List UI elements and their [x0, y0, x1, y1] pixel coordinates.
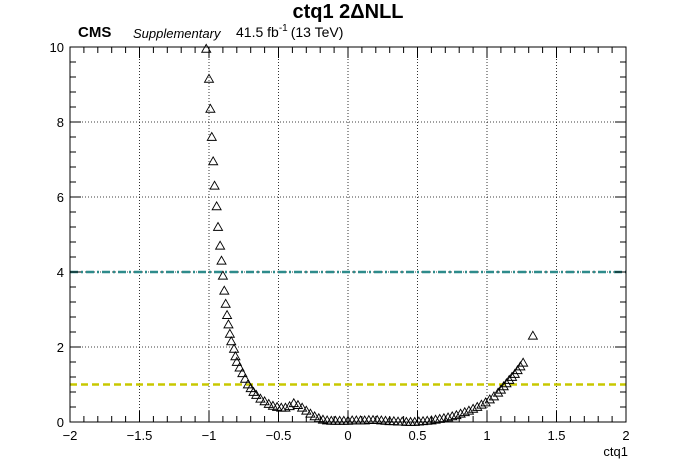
- data-point: [288, 397, 300, 408]
- data-point: [250, 389, 262, 399]
- data-point: [255, 393, 266, 403]
- data-point: [527, 330, 539, 340]
- lumi-value: 41.5 fb: [236, 24, 279, 40]
- data-point: [280, 402, 291, 412]
- data-point: [216, 255, 227, 265]
- data-point: [426, 415, 437, 425]
- lumi-exponent: -1: [279, 23, 288, 34]
- data-point: [205, 103, 216, 113]
- data-point: [228, 343, 240, 353]
- y-tick-label: 8: [57, 115, 64, 130]
- x-tick-label: 1.5: [547, 428, 565, 443]
- data-point: [231, 356, 243, 366]
- data-point: [467, 403, 479, 413]
- data-point: [267, 400, 279, 410]
- data-point: [263, 398, 275, 408]
- data-point: [259, 395, 270, 406]
- data-point: [284, 400, 295, 411]
- data-point: [209, 180, 220, 190]
- data-point: [446, 410, 458, 421]
- data-point: [506, 371, 518, 381]
- data-point: [237, 367, 248, 378]
- x-tick-label: 0: [344, 428, 351, 443]
- data-point: [217, 270, 229, 280]
- y-tick-label: 0: [57, 415, 64, 430]
- data-point: [309, 410, 320, 421]
- data-point: [442, 412, 454, 422]
- grid: [70, 47, 626, 422]
- data-point: [430, 414, 441, 424]
- data-point: [480, 397, 491, 407]
- data-point: [223, 319, 234, 329]
- data-point: [498, 380, 509, 391]
- data-point: [484, 394, 496, 404]
- data-point: [451, 409, 462, 420]
- axes: −2 −1.5 −1 −0.5 0 0.5 1 1.5 2 0 2 4 6 8 10: [50, 40, 630, 443]
- data-point: [234, 362, 245, 372]
- data-point: [463, 405, 475, 415]
- reference-lines: [70, 270, 626, 386]
- x-tick-label: −0.5: [266, 428, 292, 443]
- chart-title: ctq1 2ΔNLL: [292, 1, 403, 23]
- energy-label: (13 TeV): [291, 24, 344, 40]
- x-tick-label: −2: [63, 428, 78, 443]
- data-point: [459, 406, 471, 417]
- data-point: [517, 357, 529, 367]
- data-point: [219, 285, 230, 295]
- data-point: [200, 43, 212, 53]
- x-tick-label: 2: [622, 428, 629, 443]
- data-point: [206, 131, 218, 141]
- lumi-label: 41.5 fb-1 (13 TeV): [236, 23, 343, 40]
- data-point: [224, 328, 236, 338]
- x-tick-label: 1: [483, 428, 490, 443]
- data-point: [230, 350, 241, 361]
- x-tick-label: −1.5: [127, 428, 153, 443]
- data-point: [305, 408, 316, 418]
- data-point: [212, 221, 224, 231]
- y-tick-label: 10: [50, 40, 64, 55]
- x-tick-label: 0.5: [408, 428, 426, 443]
- data-point: [476, 399, 487, 409]
- data-point: [239, 373, 251, 383]
- data-point: [296, 402, 308, 412]
- x-tick-label: −1: [202, 428, 217, 443]
- experiment-label: CMS: [78, 24, 111, 41]
- y-tick-label: 4: [57, 265, 64, 280]
- data-point: [501, 377, 512, 388]
- y-tick-label: 6: [57, 190, 64, 205]
- data-point: [221, 309, 233, 319]
- data-point: [220, 298, 231, 308]
- data-point: [203, 73, 215, 83]
- data-point: [292, 399, 304, 409]
- supplementary-label: Supplementary: [133, 26, 222, 41]
- data-point: [211, 200, 222, 211]
- data-point: [301, 405, 312, 415]
- data-point: [225, 335, 237, 346]
- data-point: [492, 387, 504, 397]
- y-tick-label: 2: [57, 340, 64, 355]
- data-point: [503, 374, 515, 384]
- data-point: [471, 401, 483, 411]
- data-point: [214, 240, 226, 250]
- data-point: [207, 155, 219, 166]
- x-axis-title: ctq1: [603, 444, 628, 459]
- data-point: [455, 408, 466, 418]
- data-point: [495, 384, 507, 394]
